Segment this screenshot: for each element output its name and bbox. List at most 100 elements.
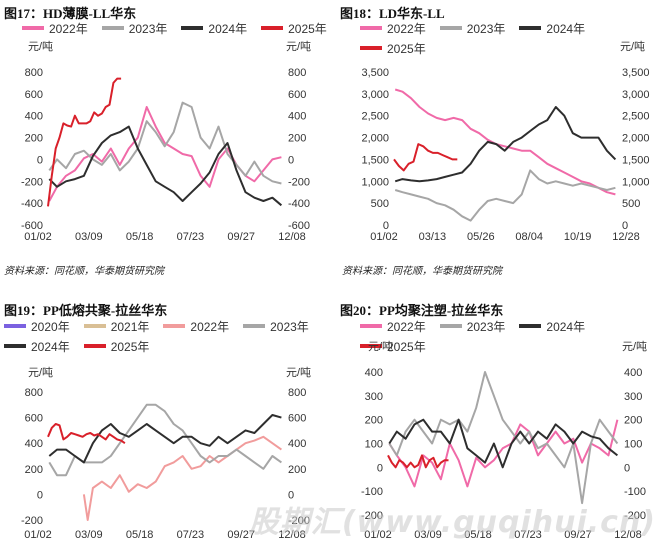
legend-item: 2022年 (360, 18, 426, 38)
y-tick-label-left: 400 (25, 111, 43, 123)
x-tick-label: 09/27 (227, 529, 255, 541)
y-tick-label-right: 2,000 (622, 133, 650, 145)
y-tick-label-right: 1,500 (622, 154, 650, 166)
y-tick-label-left: 3,000 (361, 89, 389, 101)
x-tick-label: 12/08 (614, 529, 642, 541)
series-line (47, 77, 122, 207)
series-line (388, 371, 619, 505)
y-axis-unit-right: 元/吨 (620, 40, 645, 53)
x-tick-label: 01/02 (24, 231, 52, 243)
y-axis-unit-left: 元/吨 (28, 40, 53, 53)
series-line (393, 143, 458, 172)
series-line (394, 106, 617, 183)
x-tick-label: 07/23 (514, 529, 542, 541)
chart-title: 图20：PP均聚注塑-拉丝华东 (340, 303, 504, 318)
chart-pp-homo-injection-raffia: 元/吨 元/吨 -200 -200 -100 -100 0 0 100 100 200 200 300 3… (361, 340, 647, 541)
y-tick-label-left: -100 (361, 486, 383, 498)
legend-item: 2020年 (4, 316, 70, 336)
y-tick-label-left: -400 (21, 198, 43, 210)
y-tick-label-right: 0 (622, 220, 628, 232)
x-tick-label: 03/13 (419, 231, 447, 243)
y-tick-label-left: 200 (25, 464, 43, 476)
y-axis-unit-right: 元/吨 (622, 340, 647, 353)
y-tick-label-left: 2,500 (361, 111, 389, 123)
series-line (48, 414, 282, 464)
x-tick-label: 12/08 (278, 529, 306, 541)
y-tick-label-left: 2,000 (361, 133, 389, 145)
x-tick-label: 05/18 (126, 231, 154, 243)
y-tick-label-right: 400 (288, 111, 306, 123)
y-tick-label-left: -200 (361, 510, 383, 522)
y-tick-label-right: 200 (288, 464, 306, 476)
chart-pp-copolymer-raffia: 元/吨 元/吨 -200 -200 0 0 200 200 400 400 600 600 800 800… (21, 366, 311, 541)
y-tick-label-right: 600 (288, 89, 306, 101)
x-tick-label: 10/19 (564, 231, 592, 243)
y-tick-label-left: 800 (25, 67, 43, 79)
x-tick-label: 01/02 (370, 231, 398, 243)
y-tick-label-right: -200 (288, 176, 310, 188)
chart-hd-film-ll: 元/吨 元/吨 -600 -600 -400 -400 -200 -200 0 0 200 200 40… (21, 40, 311, 243)
y-tick-label-right: 400 (288, 438, 306, 450)
y-tick-label-right: 100 (624, 439, 642, 451)
x-tick-label: 12/28 (612, 231, 640, 243)
y-tick-label-left: 100 (365, 439, 383, 451)
x-tick-label: 12/08 (278, 231, 306, 243)
y-tick-label-right: 200 (288, 133, 306, 145)
y-tick-label-right: 3,000 (622, 89, 650, 101)
y-tick-label-right: -200 (288, 515, 310, 527)
legend-item: 2021年 (83, 316, 149, 336)
series-line (82, 435, 282, 521)
series-line (394, 88, 616, 196)
y-tick-label-left: 400 (365, 367, 383, 379)
chart-title: 图17：HD薄膜-LL华东 (4, 6, 137, 21)
x-tick-label: 08/04 (515, 231, 543, 243)
y-axis-unit-right: 元/吨 (286, 40, 311, 53)
y-tick-label-left: 1,500 (361, 154, 389, 166)
series-line (48, 125, 283, 207)
legend-item: 2024年 (181, 18, 247, 38)
y-tick-label-left: 500 (371, 198, 389, 210)
y-tick-label-right: 500 (622, 198, 640, 210)
series-line (47, 423, 126, 445)
legend-item: 2022年 (360, 316, 426, 336)
y-tick-label-right: -600 (288, 220, 310, 232)
chart-title: 图19：PP低熔共聚-拉丝华东 (4, 303, 168, 318)
legend-item: 2022年 (22, 18, 88, 38)
chart-legend: 2022年 2023年 2024年 2025年 (360, 18, 660, 58)
y-tick-label-right: 1,000 (622, 176, 650, 188)
x-tick-label: 07/23 (177, 529, 205, 541)
legend-item: 2025年 (83, 336, 149, 356)
x-tick-label: 03/09 (75, 231, 103, 243)
y-tick-label-left: 0 (377, 462, 383, 474)
legend-item: 2023年 (439, 18, 505, 38)
series-line (388, 419, 619, 488)
y-tick-label-right: 0 (288, 154, 294, 166)
y-tick-label-left: 1,000 (361, 176, 389, 188)
y-tick-label-right: 0 (288, 489, 294, 501)
chart-legend: 2022年 2023年 2024年 2025年 (22, 18, 342, 38)
x-tick-label: 05/18 (126, 529, 154, 541)
y-tick-label-right: -400 (288, 198, 310, 210)
chart-legend: 2022年 2023年 2024年 2025年 (360, 316, 660, 356)
y-tick-label-right: 200 (624, 415, 642, 427)
x-tick-label: 01/02 (24, 529, 52, 541)
y-tick-label-left: 600 (25, 89, 43, 101)
y-axis-unit-right: 元/吨 (286, 366, 311, 379)
y-tick-label-left: 0 (37, 489, 43, 501)
x-tick-label: 03/09 (75, 529, 103, 541)
y-tick-label-left: -600 (21, 220, 43, 232)
series-line (394, 169, 616, 222)
y-tick-label-left: -200 (21, 176, 43, 188)
legend-item: 2024年 (519, 316, 585, 336)
legend-item: 2023年 (439, 316, 505, 336)
y-tick-label-left: 3,500 (361, 67, 389, 79)
chart-title: 图18：LD华东-LL (340, 6, 445, 21)
series-line (387, 454, 449, 469)
y-tick-label-left: 300 (365, 391, 383, 403)
source-note: 资料来源：同花顺，华泰期货研究院 (4, 266, 164, 277)
legend-item: 2025年 (261, 18, 327, 38)
y-tick-label-right: 300 (624, 391, 642, 403)
y-tick-label-left: 400 (25, 438, 43, 450)
x-tick-label: 07/23 (177, 231, 205, 243)
x-tick-label: 03/09 (414, 529, 442, 541)
